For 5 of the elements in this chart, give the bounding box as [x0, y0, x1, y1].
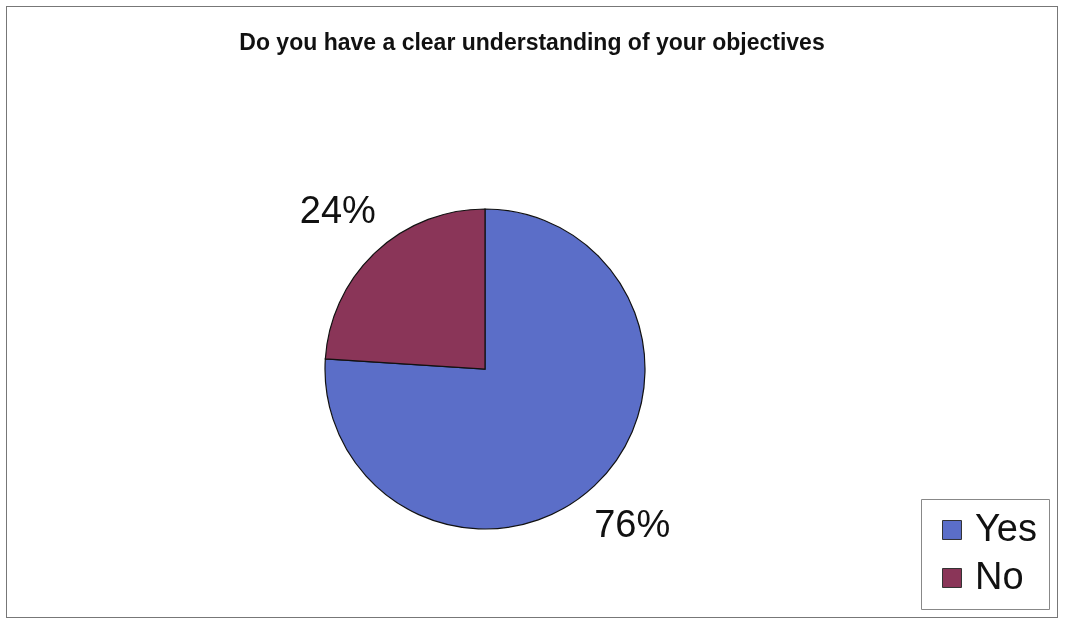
data-label: 24% — [299, 189, 376, 232]
data-label: 76% — [594, 502, 671, 545]
legend-label: Yes — [975, 507, 1037, 549]
chart-title: Do you have a clear understanding of your objectives — [239, 29, 825, 55]
legend-label: No — [975, 555, 1024, 597]
